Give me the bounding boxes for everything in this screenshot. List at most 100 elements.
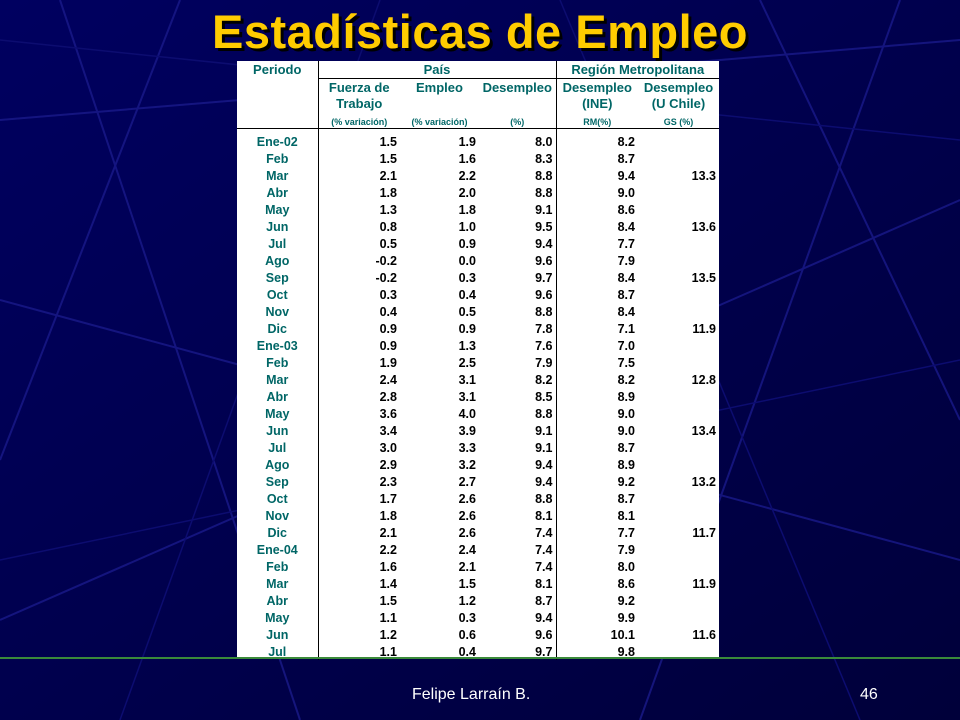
cell-ine: 8.2 bbox=[555, 371, 638, 388]
cell-fuerza: 1.1 bbox=[317, 609, 400, 626]
cell-fuerza: 1.5 bbox=[317, 133, 400, 150]
footer-author: Felipe Larraín B. bbox=[412, 686, 531, 703]
cell-fuerza: 1.5 bbox=[317, 150, 400, 167]
cell-desempleo: 8.3 bbox=[535, 151, 553, 166]
unit-fuerza: (% variación) bbox=[317, 114, 400, 129]
cell-empleo: 3.9 bbox=[458, 423, 476, 438]
cell-periodo: Ago bbox=[265, 253, 290, 268]
cell-fuerza: 2.9 bbox=[317, 456, 400, 473]
cell-ine: 7.7 bbox=[555, 235, 638, 252]
cell-periodo: Jul bbox=[268, 236, 287, 251]
table-row: Ene-02 1.5 1.9 8.0 8.2 bbox=[237, 133, 719, 150]
cell-empleo: 1.3 bbox=[458, 338, 476, 353]
header-uchile-line2: (U Chile) bbox=[651, 96, 706, 111]
table-row: Jun 0.8 1.0 9.5 8.4 13.6 bbox=[237, 218, 719, 235]
cell-fuerza: 3.4 bbox=[317, 422, 400, 439]
cell-uchile: 13.4 bbox=[691, 423, 717, 438]
cell-uchile: 13.3 bbox=[691, 168, 717, 183]
cell-desempleo: 8.7 bbox=[535, 593, 553, 608]
cell-fuerza: 1.9 bbox=[317, 354, 400, 371]
cell-desempleo: 8.8 bbox=[535, 406, 553, 421]
cell-periodo: Mar bbox=[266, 168, 289, 183]
cell-desempleo: 7.4 bbox=[535, 542, 553, 557]
cell-fuerza: 1.4 bbox=[317, 575, 400, 592]
cell-periodo: Ene-03 bbox=[256, 338, 298, 353]
cell-periodo: Abr bbox=[266, 389, 289, 404]
cell-ine: 9.8 bbox=[555, 643, 638, 660]
table-row: Mar 2.1 2.2 8.8 9.4 13.3 bbox=[237, 167, 719, 184]
cell-uchile bbox=[638, 354, 719, 371]
cell-uchile bbox=[638, 184, 719, 201]
cell-uchile: 13.2 bbox=[691, 474, 717, 489]
cell-empleo: 2.0 bbox=[458, 185, 476, 200]
cell-uchile bbox=[638, 235, 719, 252]
cell-periodo: Mar bbox=[266, 576, 289, 591]
cell-fuerza: 1.2 bbox=[317, 626, 400, 643]
cell-desempleo: 8.1 bbox=[535, 576, 553, 591]
cell-desempleo: 7.9 bbox=[535, 355, 553, 370]
cell-fuerza: 1.5 bbox=[317, 592, 400, 609]
cell-empleo: 2.6 bbox=[458, 508, 476, 523]
table-row: Mar 2.4 3.1 8.2 8.2 12.8 bbox=[237, 371, 719, 388]
cell-fuerza: 1.8 bbox=[317, 184, 400, 201]
cell-ine: 8.7 bbox=[555, 490, 638, 507]
cell-ine: 10.1 bbox=[555, 626, 638, 643]
cell-desempleo: 8.8 bbox=[535, 185, 553, 200]
cell-fuerza: 2.1 bbox=[317, 167, 400, 184]
cell-desempleo: 8.5 bbox=[535, 389, 553, 404]
cell-desempleo: 8.1 bbox=[535, 508, 553, 523]
cell-uchile bbox=[638, 337, 719, 354]
cell-desempleo: 9.5 bbox=[535, 219, 553, 234]
cell-uchile: 11.6 bbox=[692, 627, 717, 642]
header-ine-line1: Desempleo bbox=[562, 80, 632, 95]
cell-periodo: Feb bbox=[266, 151, 289, 166]
table-body: Ene-02 1.5 1.9 8.0 8.2 Feb 1.5 1.6 8.3 8.7 Mar 2.1 2… bbox=[237, 133, 719, 660]
cell-periodo: Sep bbox=[265, 474, 289, 489]
cell-desempleo: 8.2 bbox=[535, 372, 553, 387]
table-row: Feb 1.6 2.1 7.4 8.0 bbox=[237, 558, 719, 575]
header-desempleo: Desempleo bbox=[479, 79, 556, 115]
cell-uchile bbox=[638, 388, 719, 405]
cell-fuerza: 0.9 bbox=[317, 320, 400, 337]
cell-ine: 9.0 bbox=[555, 184, 638, 201]
cell-uchile: 12.8 bbox=[691, 372, 717, 387]
cell-ine: 8.7 bbox=[555, 150, 638, 167]
cell-fuerza: 0.8 bbox=[317, 218, 400, 235]
cell-fuerza: 0.9 bbox=[317, 337, 400, 354]
cell-fuerza: -0.2 bbox=[317, 252, 400, 269]
cell-periodo: Ene-04 bbox=[256, 542, 298, 557]
page-number: 46 bbox=[860, 686, 878, 703]
cell-ine: 9.2 bbox=[555, 473, 638, 490]
header-desempleo-uchile: Desempleo (U Chile) bbox=[638, 79, 719, 115]
cell-uchile: 13.5 bbox=[691, 270, 717, 285]
cell-uchile: 11.9 bbox=[692, 576, 717, 591]
cell-desempleo: 9.6 bbox=[535, 253, 553, 268]
cell-desempleo: 7.8 bbox=[535, 321, 553, 336]
cell-uchile bbox=[638, 303, 719, 320]
header-desempleo-ine: Desempleo (INE) bbox=[555, 78, 638, 114]
cell-periodo: Sep bbox=[265, 270, 289, 285]
cell-empleo: 3.3 bbox=[458, 440, 476, 455]
cell-periodo: Abr bbox=[266, 593, 289, 608]
cell-ine: 7.5 bbox=[555, 354, 638, 371]
cell-empleo: 1.6 bbox=[458, 151, 476, 166]
cell-uchile: 11.7 bbox=[692, 525, 717, 540]
cell-periodo: Feb bbox=[266, 355, 289, 370]
cell-empleo: 0.5 bbox=[458, 304, 476, 319]
employment-table: Periodo País Región Metropolitana Fuerza… bbox=[237, 61, 720, 660]
table-row: Jul 1.1 0.4 9.7 9.8 bbox=[237, 643, 719, 660]
cell-ine: 7.7 bbox=[555, 524, 638, 541]
unit-desempleo: (%) bbox=[479, 114, 556, 129]
cell-periodo: Oct bbox=[266, 491, 288, 506]
header-uchile-line1: Desempleo bbox=[643, 80, 714, 95]
cell-periodo: Mar bbox=[266, 372, 289, 387]
cell-fuerza: 1.3 bbox=[317, 201, 400, 218]
footer-divider bbox=[0, 657, 960, 659]
cell-uchile bbox=[638, 507, 719, 524]
cell-ine: 9.4 bbox=[555, 167, 638, 184]
cell-desempleo: 9.4 bbox=[535, 610, 553, 625]
table-row: Oct 0.3 0.4 9.6 8.7 bbox=[237, 286, 719, 303]
cell-ine: 9.2 bbox=[555, 592, 638, 609]
cell-desempleo: 7.4 bbox=[535, 525, 553, 540]
table-row: Dic 2.1 2.6 7.4 7.7 11.7 bbox=[237, 524, 719, 541]
